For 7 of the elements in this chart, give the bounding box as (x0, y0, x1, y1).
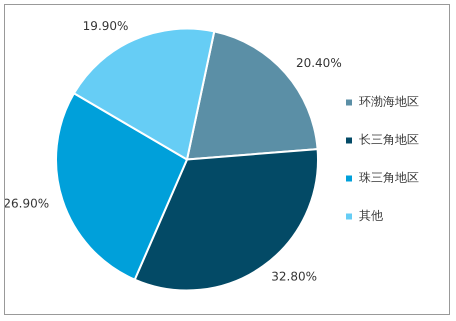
legend-label: 长三角地区 (359, 132, 419, 147)
legend-label: 环渤海地区 (359, 94, 419, 109)
legend-label: 其他 (359, 208, 383, 223)
legend-label: 珠三角地区 (359, 170, 419, 185)
data-label: 19.90% (82, 18, 128, 33)
data-label: 20.40% (296, 56, 342, 70)
data-label: 32.80% (271, 270, 318, 284)
